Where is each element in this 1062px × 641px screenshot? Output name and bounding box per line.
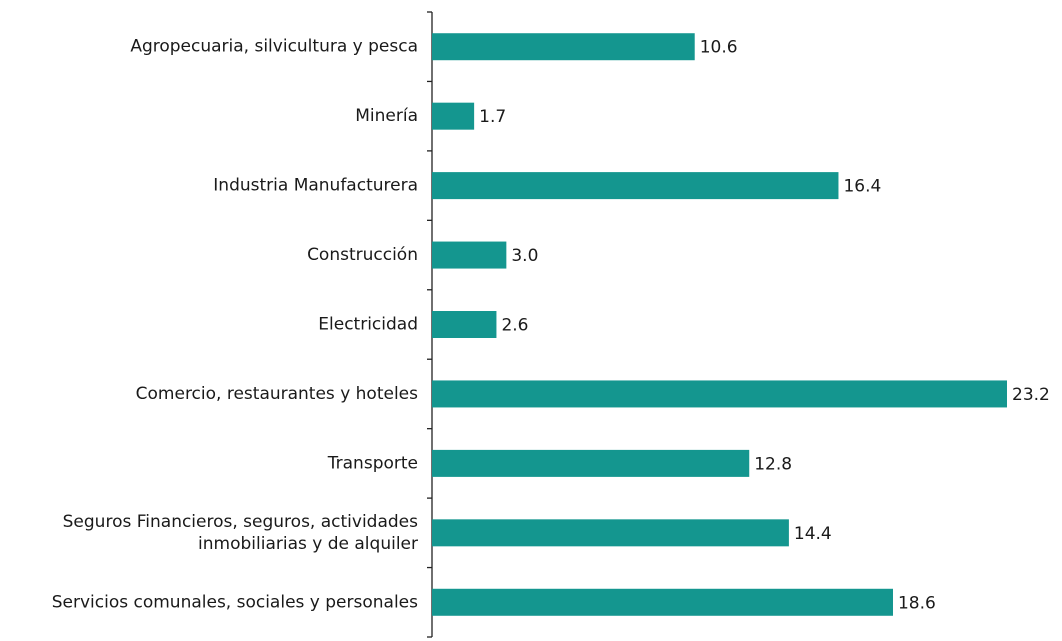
value-label: 2.6 [501,316,528,336]
bar [432,380,1007,408]
category-label: Comercio, restaurantes y hoteles [136,384,418,404]
bar [432,311,497,338]
value-label: 18.6 [898,593,936,613]
value-label: 1.7 [479,107,506,127]
category-label: Agropecuaria, silvicultura y pesca [130,37,418,57]
category-label: Construcción [307,245,418,265]
bar [432,519,789,547]
value-label: 10.6 [700,38,738,58]
category-label: Electricidad [318,315,418,335]
bar [432,588,893,616]
bar [432,33,695,61]
value-label: 16.4 [843,177,881,197]
category-label: Seguros Financieros, seguros, actividade… [63,512,418,554]
bar [432,241,507,269]
value-label: 3.0 [511,246,538,266]
category-label: Servicios comunales, sociales y personal… [52,592,418,612]
category-label: Transporte [327,453,418,473]
bar [432,102,475,130]
category-label: Minería [355,106,418,126]
value-label: 14.4 [794,524,832,544]
value-label: 23.2 [1012,385,1050,405]
bar [432,449,750,477]
value-label: 12.8 [754,454,792,474]
bar [432,172,839,200]
category-label: Industria Manufacturera [213,176,418,196]
